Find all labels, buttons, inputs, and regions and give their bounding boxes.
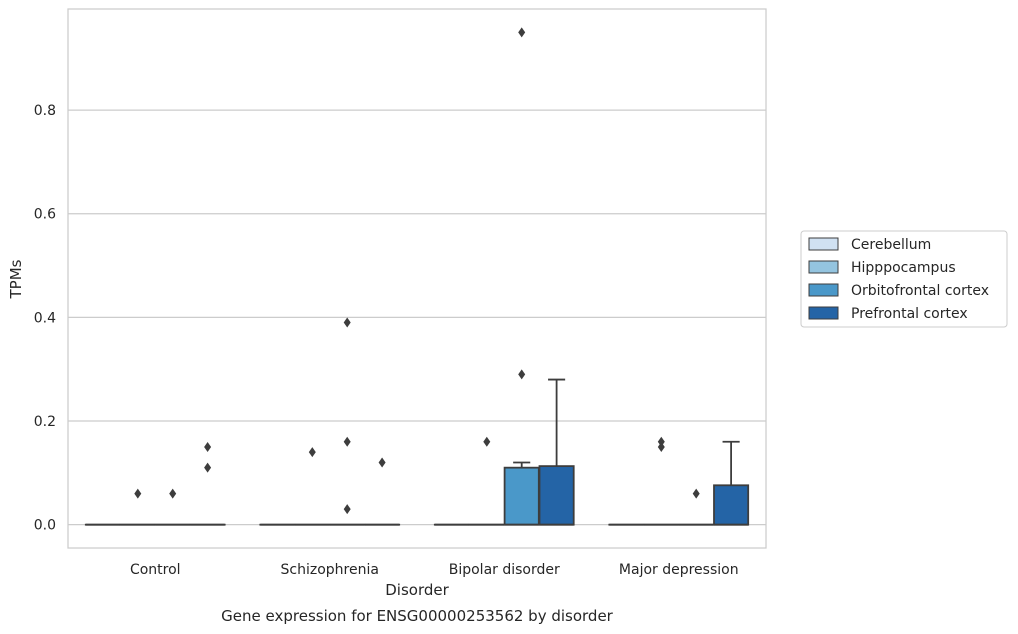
- box-orbitofrontal-cortex-control: [154, 488, 191, 526]
- outlier-point: [518, 27, 526, 38]
- box-hipppocampus-bipolar-disorder: [468, 436, 505, 526]
- x-tick-label: Control: [130, 562, 181, 578]
- y-tick-label: 0.4: [34, 310, 56, 326]
- box-orbitofrontal-cortex-schizophrenia: [329, 317, 366, 526]
- box-prefrontal-cortex-schizophrenia: [364, 457, 401, 526]
- box-orbitofrontal-cortex-major-depression: [678, 488, 715, 526]
- legend-swatch: [808, 283, 839, 297]
- chart-caption: Gene expression for ENSG00000253562 by d…: [221, 607, 614, 625]
- outlier-point: [657, 436, 665, 447]
- box-prefrontal-cortex-major-depression: [713, 440, 750, 526]
- box-body: [713, 484, 750, 526]
- outlier-point: [204, 462, 212, 473]
- legend: Cerebellum Hipppocampus Orbitofrontal cort…: [800, 230, 1008, 328]
- legend-label: Prefrontal cortex: [851, 306, 968, 322]
- legend-label: Orbitofrontal cortex: [851, 283, 989, 299]
- legend-swatch: [808, 306, 839, 320]
- y-tick-label: 0.8: [34, 103, 56, 119]
- outlier-point: [308, 447, 316, 458]
- box-orbitofrontal-cortex-bipolar-disorder: [503, 27, 540, 526]
- legend-item-orbitofrontal-cortex: Orbitofrontal cortex: [808, 283, 989, 299]
- legend-item-cerebellum: Cerebellum: [808, 237, 931, 253]
- plot-area-frame: [67, 8, 767, 549]
- y-tick-label: 0.2: [34, 414, 56, 430]
- box-prefrontal-cortex-control: [189, 441, 226, 526]
- legend-frame: [800, 230, 1008, 328]
- legend-item-prefrontal-cortex: Prefrontal cortex: [808, 306, 968, 322]
- box-hipppocampus-control: [119, 488, 156, 526]
- legend-swatch: [808, 237, 839, 251]
- box-hipppocampus-schizophrenia: [294, 447, 331, 526]
- outlier-point: [343, 317, 351, 328]
- y-tick-label: 0.6: [34, 207, 56, 223]
- outlier-point: [657, 441, 665, 452]
- box-body: [538, 465, 575, 526]
- outlier-point: [692, 488, 700, 499]
- box-prefrontal-cortex-bipolar-disorder: [538, 378, 575, 526]
- outlier-point: [518, 369, 526, 380]
- box-hipppocampus-major-depression: [643, 436, 680, 526]
- boxes: [84, 27, 750, 526]
- outlier-point: [378, 457, 386, 468]
- legend-item-hipppocampus: Hipppocampus: [808, 260, 956, 276]
- gridlines: [68, 109, 766, 526]
- outlier-point: [343, 436, 351, 447]
- legend-label: Hipppocampus: [851, 260, 956, 276]
- y-tick-label: 0.0: [34, 518, 56, 534]
- outlier-point: [169, 488, 177, 499]
- outlier-point: [483, 436, 491, 447]
- legend-label: Cerebellum: [851, 237, 931, 253]
- y-axis-label: TPMs: [7, 259, 25, 299]
- y-axis-ticks: 0.0 0.2 0.4 0.6 0.8: [34, 103, 56, 534]
- x-tick-label: Bipolar disorder: [449, 562, 560, 578]
- outlier-point: [204, 441, 212, 452]
- x-axis-label: Disorder: [385, 581, 449, 599]
- x-tick-label: Major depression: [619, 562, 739, 578]
- x-axis-ticks: Control Schizophrenia Bipolar disorder Majo…: [130, 562, 739, 578]
- outlier-point: [343, 504, 351, 515]
- x-tick-label: Schizophrenia: [281, 562, 379, 578]
- outlier-point: [134, 488, 142, 499]
- box-body: [503, 466, 540, 526]
- legend-swatch: [808, 260, 839, 274]
